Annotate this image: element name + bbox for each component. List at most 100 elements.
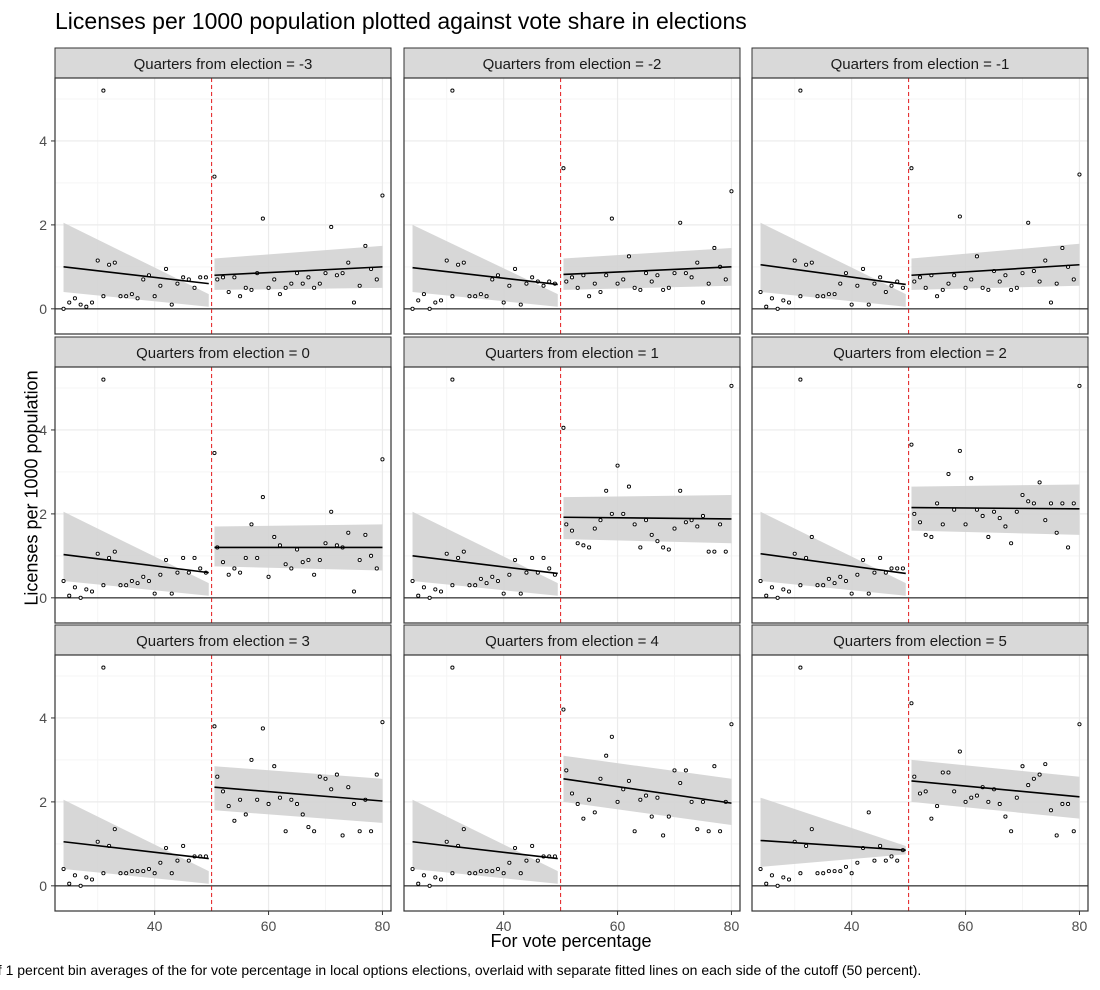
data-point	[490, 869, 495, 874]
data-point	[369, 553, 374, 558]
data-point	[141, 574, 146, 579]
y-tick-label: 4	[39, 710, 47, 726]
data-point	[587, 545, 592, 550]
data-point	[101, 665, 106, 670]
data-point	[855, 860, 860, 865]
data-point	[283, 562, 288, 567]
panel-border	[403, 654, 741, 912]
data-point	[433, 300, 438, 305]
data-point	[592, 526, 597, 531]
data-point	[95, 839, 100, 844]
data-point	[186, 570, 191, 575]
data-point	[769, 296, 774, 301]
data-point	[821, 583, 826, 588]
facet-strip-label: Quarters from election = 4	[485, 633, 659, 650]
data-point	[524, 281, 529, 286]
data-point	[849, 591, 854, 596]
data-point	[643, 271, 649, 276]
data-point	[421, 873, 426, 878]
data-point	[929, 534, 934, 540]
data-point	[1043, 518, 1048, 523]
data-point	[306, 825, 311, 830]
data-point	[917, 275, 923, 280]
confidence-band-right	[911, 243, 1080, 290]
facet-strip	[403, 47, 741, 79]
facet-panel: Quarters from election = 3 0 2 4 40 60 80	[39, 624, 392, 934]
data-point	[232, 566, 237, 571]
data-point	[581, 543, 586, 548]
data-point	[473, 294, 478, 299]
data-point	[198, 275, 203, 280]
data-point	[775, 595, 780, 600]
data-point	[84, 875, 89, 880]
data-point	[135, 581, 140, 586]
data-point	[986, 799, 991, 804]
data-point	[243, 812, 248, 817]
fit-line-right	[214, 786, 383, 802]
data-point	[940, 770, 945, 775]
data-point	[547, 566, 552, 571]
data-point	[878, 843, 883, 849]
data-point	[626, 778, 631, 783]
data-point	[141, 869, 146, 874]
data-point	[626, 484, 631, 489]
data-point	[804, 262, 809, 267]
data-point	[89, 877, 95, 882]
data-point	[1054, 833, 1059, 838]
data-point	[952, 789, 957, 794]
data-point	[357, 283, 362, 288]
data-point	[592, 810, 597, 815]
data-point	[61, 306, 66, 311]
data-point	[815, 294, 820, 299]
x-tick-label: 80	[1072, 918, 1088, 934]
data-point	[530, 275, 535, 280]
data-point	[220, 560, 226, 565]
data-point	[300, 560, 305, 565]
confidence-band-left	[63, 222, 209, 307]
data-point	[798, 377, 803, 382]
data-point	[416, 298, 421, 303]
data-point	[764, 881, 769, 886]
data-point	[129, 578, 134, 584]
data-point	[1003, 273, 1008, 278]
data-point	[518, 871, 523, 876]
data-point	[615, 799, 620, 804]
data-point	[632, 829, 637, 834]
data-point	[587, 797, 592, 802]
data-point	[351, 801, 357, 807]
data-point	[220, 275, 226, 280]
facet-strip-label: Quarters from election = 5	[833, 633, 1007, 650]
data-point	[158, 283, 163, 288]
data-point	[249, 757, 254, 762]
data-point	[963, 285, 968, 290]
data-point	[1014, 285, 1019, 290]
data-point	[923, 789, 928, 794]
data-point	[334, 772, 339, 777]
data-point	[643, 793, 649, 798]
data-point	[786, 877, 792, 882]
data-point	[541, 283, 546, 288]
data-point	[198, 566, 203, 571]
facet-strip	[403, 336, 741, 368]
data-point	[866, 591, 871, 596]
data-point	[564, 522, 569, 527]
data-point	[683, 768, 688, 773]
fit-line-left	[63, 266, 209, 285]
data-point	[666, 547, 671, 552]
data-point	[238, 294, 243, 299]
data-point	[678, 780, 683, 786]
data-point	[1060, 245, 1065, 251]
data-point	[672, 768, 677, 773]
data-point	[700, 300, 706, 305]
data-point	[272, 764, 277, 769]
panel-border	[751, 77, 1089, 335]
data-point	[1026, 783, 1031, 788]
data-point	[438, 298, 444, 303]
data-point	[78, 595, 83, 600]
data-point	[300, 812, 305, 817]
data-point	[1054, 530, 1059, 535]
data-point	[272, 277, 277, 282]
data-point	[683, 520, 688, 525]
data-point	[621, 277, 626, 282]
data-point	[416, 593, 421, 598]
